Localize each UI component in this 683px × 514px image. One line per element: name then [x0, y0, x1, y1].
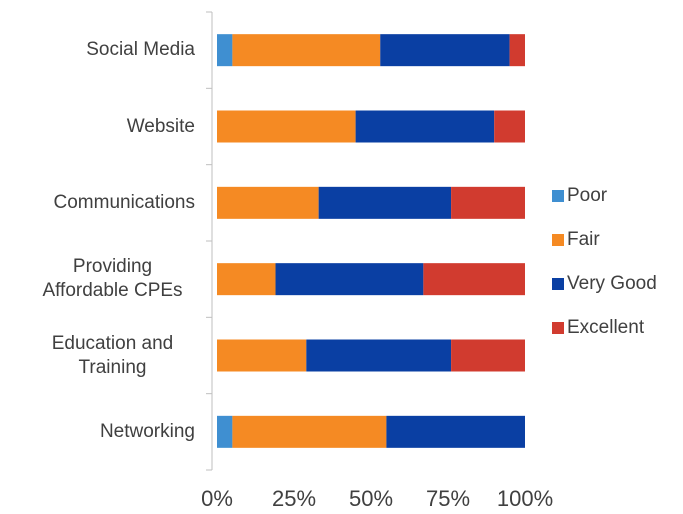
- y-tick-label: Networking: [15, 420, 195, 444]
- bar-segment: [217, 263, 276, 296]
- y-tick-text: Education and Training: [51, 332, 174, 378]
- bar-segment: [423, 263, 525, 296]
- bar-segment: [232, 34, 381, 67]
- legend-swatch: [552, 190, 564, 202]
- legend-label: Fair: [567, 229, 600, 250]
- bar-segment: [318, 186, 452, 219]
- bar-segment: [217, 34, 233, 67]
- bar-segment: [217, 339, 307, 372]
- y-tick-label: Communications: [15, 191, 196, 215]
- y-tick-label: Social Media: [15, 38, 195, 62]
- bar-segment: [509, 34, 525, 67]
- y-tick-text: Social Media: [86, 39, 195, 61]
- y-tick-label: Education and Training: [15, 332, 195, 380]
- y-tick-text: Providing Affordable CPEs: [42, 256, 183, 302]
- bar-segment: [451, 339, 525, 372]
- x-tick-label: 75%: [425, 486, 471, 511]
- x-tick-label: 100%: [496, 486, 554, 511]
- bar-segment: [380, 34, 510, 67]
- x-tick-label: 50%: [348, 486, 394, 511]
- bar-segment: [217, 186, 319, 219]
- bar-segment: [217, 415, 233, 448]
- legend-item: Fair: [552, 229, 600, 251]
- legend-item: Poor: [552, 185, 607, 207]
- y-tick-text: Communications: [53, 191, 196, 213]
- bar-segment: [306, 339, 452, 372]
- bar-segment: [232, 415, 387, 448]
- legend-swatch: [552, 278, 564, 290]
- bar-segment: [275, 263, 424, 296]
- legend-swatch: [552, 322, 564, 334]
- legend-item: Excellent: [552, 317, 644, 339]
- bar-segment: [451, 186, 525, 219]
- bar-segment: [355, 110, 495, 143]
- y-tick-text: Website: [126, 115, 195, 137]
- legend-item: Very Good: [552, 273, 657, 295]
- x-tick-label: 0%: [201, 486, 233, 511]
- y-tick-label: Website: [15, 115, 195, 139]
- bar-segment: [217, 110, 356, 143]
- legend-label: Poor: [567, 185, 608, 206]
- y-tick-label: Providing Affordable CPEs: [15, 255, 195, 303]
- x-tick-label: 25%: [271, 486, 317, 511]
- bar-segment: [494, 110, 525, 143]
- legend-swatch: [552, 234, 564, 246]
- legend-label: Very Good: [567, 273, 657, 294]
- legend-label: Excellent: [567, 317, 645, 338]
- y-tick-text: Networking: [99, 420, 195, 442]
- bar-segment: [386, 415, 525, 448]
